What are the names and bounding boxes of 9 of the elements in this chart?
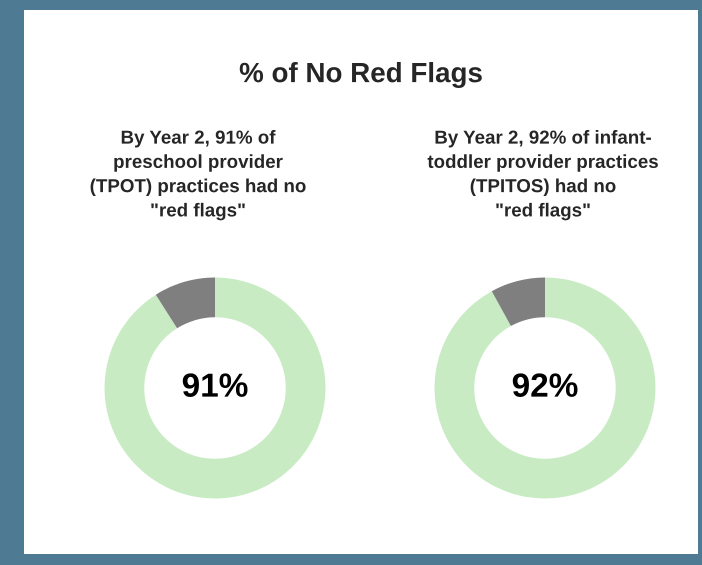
text: 92% [512, 373, 578, 397]
text: 91% [182, 373, 248, 397]
donut-slice [492, 278, 545, 326]
chart-title: % of No Red Flags [240, 62, 482, 88]
chart-subtitle: By Year 2, 91% of preschool provider (TPOT) practices had no "red flags" [90, 130, 306, 220]
donut-slice [104, 278, 326, 498]
donut-slice [156, 278, 215, 328]
donut-slice [434, 278, 656, 498]
chart-subtitle: By Year 2, 92% of infant- toddler provider practices (TPITOS) had no "red flags" [428, 130, 658, 220]
